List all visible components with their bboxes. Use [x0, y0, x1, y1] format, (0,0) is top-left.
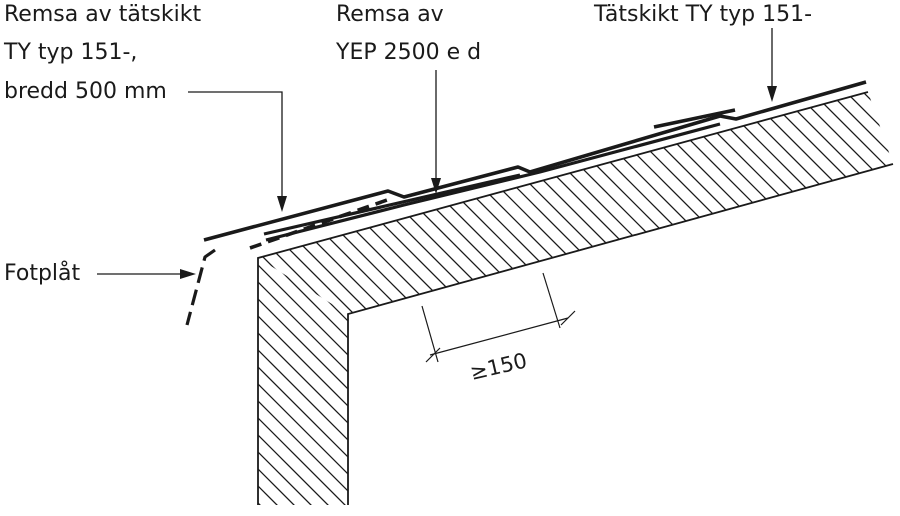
- hatch-line: [838, 92, 893, 314]
- inner-corner-edge: [347, 163, 894, 505]
- yep-strip-layer-upper: [263, 173, 521, 236]
- membrane-layers: [185, 80, 867, 326]
- hatch-line: [617, 92, 893, 314]
- hatch-line: [532, 92, 893, 314]
- hatch-line: [258, 92, 612, 314]
- hatch-line: [258, 258, 348, 505]
- hatch-line: [281, 258, 348, 505]
- hatch-line: [258, 258, 348, 505]
- arrow-drip-edge-icon: [180, 269, 196, 279]
- dimension-extension-right: [542, 272, 561, 329]
- hatch-line: [583, 92, 893, 314]
- hatch-line: [872, 92, 893, 314]
- label-roofing: Tätskikt TY typ 151-: [594, 2, 813, 27]
- hatch-line: [258, 92, 731, 314]
- dimension-value: ≥150: [468, 349, 530, 385]
- hatch-line: [258, 258, 348, 505]
- hatch-line: [258, 92, 578, 314]
- hatch-line: [260, 92, 782, 314]
- hatch-line: [821, 92, 893, 314]
- dimension-line: [429, 317, 569, 356]
- upper-overlap-strip: [653, 108, 736, 129]
- hatch-line: [362, 92, 884, 314]
- hatch-line: [332, 258, 348, 505]
- hatch-line: [464, 92, 893, 314]
- label-strip-roofing-line3: bredd 500 mm: [4, 79, 167, 104]
- hatch-line: [258, 92, 714, 314]
- hatch-line: [515, 92, 893, 314]
- hatch-line: [566, 92, 893, 314]
- hatch-line: [258, 92, 595, 314]
- hatch-line: [430, 92, 893, 314]
- hatch-line: [379, 92, 893, 314]
- arrow-strip-yep-icon: [431, 178, 441, 194]
- hatch-line: [719, 92, 893, 314]
- hatch-line: [481, 92, 893, 314]
- hatch-line: [294, 92, 816, 314]
- hatch-line: [258, 92, 629, 314]
- hatch-line: [258, 92, 544, 314]
- hatch-line: [258, 92, 663, 314]
- hatch-line: [685, 92, 893, 314]
- label-strip-yep-line1: Remsa av: [336, 2, 444, 27]
- hatch-line: [311, 92, 833, 314]
- top-roofing-membrane: [203, 80, 867, 242]
- hatch-line: [350, 0, 870, 511]
- label-strip-roofing-line2: TY typ 151-,: [4, 40, 138, 65]
- hatch-line: [258, 258, 348, 505]
- hatch-line: [634, 92, 893, 314]
- hatch-line: [855, 92, 893, 314]
- drip-edge-flashing: [185, 248, 216, 326]
- structure-outline: [257, 91, 894, 505]
- hatch-line: [668, 92, 893, 314]
- label-drip-edge: Fotplåt: [4, 261, 81, 286]
- arrow-strip-roofing-icon: [277, 196, 287, 212]
- hatch-line: [345, 92, 867, 314]
- hatch-line: [770, 92, 893, 314]
- hatch-line: [258, 92, 680, 314]
- hatch-line: [889, 92, 893, 314]
- hatch-line: [787, 92, 893, 314]
- hatch-line: [258, 92, 697, 314]
- hatch-line: [258, 258, 348, 505]
- hatch-line: [702, 92, 893, 314]
- hatch-line: [600, 92, 893, 314]
- hatch-line: [258, 92, 561, 314]
- hatch-line: [258, 258, 348, 505]
- dimension-tick-left: [425, 347, 441, 363]
- hatch-line: [258, 258, 348, 505]
- dimension-mark: [421, 272, 576, 363]
- hatch-line: [736, 92, 893, 314]
- hatch-line: [258, 92, 646, 314]
- leader-arrowheads: [180, 86, 777, 279]
- hatch-line: [258, 258, 348, 505]
- label-strip-yep-line2: YEP 2500 e d: [336, 40, 482, 65]
- hatch-line: [258, 258, 348, 505]
- roof-deck-top-edge: [257, 91, 869, 505]
- hatch-line: [328, 92, 850, 314]
- hatch-line: [413, 92, 893, 314]
- hatch-line: [804, 92, 893, 314]
- arrow-roofing-icon: [767, 86, 777, 102]
- hatch-line: [258, 92, 527, 314]
- hatch-line: [315, 258, 348, 505]
- hatch-line: [258, 92, 748, 314]
- dashed-strip-layer: [249, 197, 391, 250]
- dimension-tick-right: [560, 310, 576, 326]
- hatch-line: [753, 92, 893, 314]
- leader-lines: [97, 28, 773, 275]
- hatch-line: [396, 92, 893, 314]
- hatch-line: [651, 92, 893, 314]
- hatch-line: [258, 92, 765, 314]
- hatch-line: [277, 92, 799, 314]
- leader-strip-roofing: [188, 91, 283, 200]
- hatch-line: [549, 92, 893, 314]
- yep-strip-layer-lower: [265, 122, 721, 242]
- label-strip-roofing-line1: Remsa av tätskikt: [4, 2, 202, 27]
